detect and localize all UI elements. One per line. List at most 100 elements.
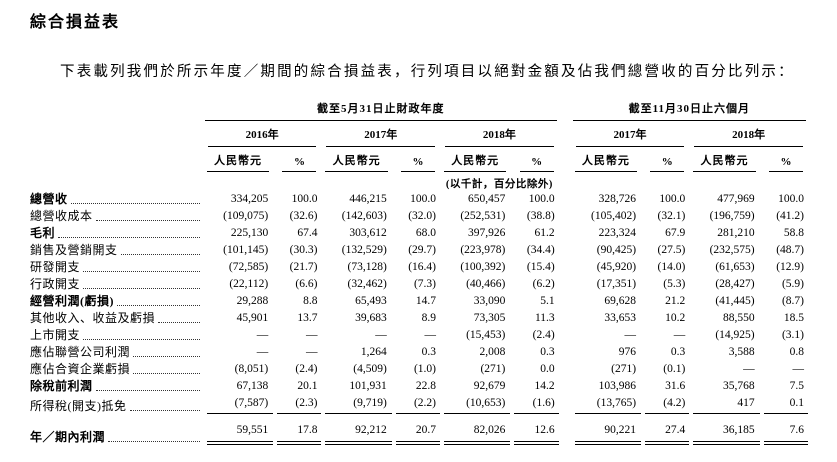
row-label: 應佔合資企業虧損 bbox=[30, 361, 203, 378]
percent-cell: (2.3) bbox=[273, 395, 322, 415]
percent-cell: (12.9) bbox=[776, 261, 804, 273]
year-header-2018-6m: 2018年 bbox=[689, 121, 808, 147]
group-spacer bbox=[559, 121, 571, 147]
percent-cell: 27.4 bbox=[641, 415, 690, 446]
amount-cell: (17,351) bbox=[596, 278, 637, 290]
group-spacer bbox=[559, 310, 571, 327]
amount-cell: (252,531) bbox=[460, 210, 506, 222]
amount-cell: 88,550 bbox=[723, 312, 755, 324]
percent-cell: 0.0 bbox=[540, 363, 555, 375]
amount-cell: 90,221 bbox=[571, 415, 642, 446]
percent-cell: — bbox=[424, 329, 437, 341]
group-spacer bbox=[559, 191, 571, 208]
percent-cell: (30.3) bbox=[289, 244, 318, 256]
percent-cell: 12.6 bbox=[510, 415, 559, 446]
amount-cell: 92,679 bbox=[473, 380, 506, 392]
percent-subheader: % bbox=[392, 147, 440, 172]
amount-cell: (271) bbox=[611, 363, 637, 375]
amount-cell: (271) bbox=[480, 363, 506, 375]
amount-cell: (22,112) bbox=[229, 278, 269, 290]
percent-cell: — bbox=[305, 329, 318, 341]
group-spacer bbox=[559, 242, 571, 259]
row-label-text: 所得稅(開支)抵免 bbox=[30, 399, 127, 413]
amount-cell: — bbox=[375, 329, 387, 341]
table-row: 行政開支 (22,112) (6.6) (32,462) (7.3) (40,466) (6… bbox=[30, 276, 808, 293]
amount-cell: (4,509) bbox=[353, 363, 387, 375]
amount-cell: (142,603) bbox=[341, 210, 387, 222]
amount-cell: 446,215 bbox=[349, 193, 387, 205]
percent-cell: 0.3 bbox=[540, 346, 555, 358]
amount-cell: — bbox=[256, 329, 269, 341]
percent-cell: 67.9 bbox=[665, 227, 686, 239]
table-row: 應佔合資企業虧損 (8,051) (2.4) (4,509) (1.0) (271) 0.0… bbox=[30, 361, 808, 378]
dot-leader bbox=[70, 203, 200, 204]
amount-cell: (7,587) bbox=[203, 395, 274, 415]
row-label: 毛利 bbox=[30, 225, 203, 242]
percent-cell: (32.0) bbox=[408, 210, 437, 222]
amount-cell: — bbox=[256, 346, 269, 358]
group-spacer bbox=[559, 293, 571, 310]
percent-cell: 0.3 bbox=[421, 346, 437, 358]
row-label-text: 毛利 bbox=[30, 226, 56, 240]
percent-cell: (21.7) bbox=[289, 261, 318, 273]
table-row: 經營利潤(虧損) 29,288 8.8 65,493 14.7 33,090 5.1 69,6… bbox=[30, 293, 808, 310]
year-header-2017-6m: 2017年 bbox=[571, 121, 690, 147]
amount-cell: (132,529) bbox=[341, 244, 387, 256]
dot-leader bbox=[95, 390, 200, 391]
group-spacer bbox=[559, 361, 571, 378]
percent-cell: — bbox=[673, 329, 686, 341]
percent-cell: 58.8 bbox=[783, 227, 804, 239]
amount-cell: 103,986 bbox=[598, 380, 637, 392]
group-spacer bbox=[559, 147, 571, 172]
amount-cell: (101,145) bbox=[223, 244, 269, 256]
row-label-text: 總營收成本 bbox=[30, 209, 93, 223]
dot-leader bbox=[108, 441, 200, 442]
amount-cell: 397,926 bbox=[467, 227, 506, 239]
amount-cell: (28,427) bbox=[715, 278, 755, 290]
row-label-text: 經營利潤(虧損) bbox=[30, 294, 114, 308]
amount-cell: 33,090 bbox=[473, 295, 506, 307]
empty-cell bbox=[30, 121, 203, 147]
currency-subheader: 人民幣元 bbox=[571, 147, 641, 172]
row-label: 銷售及營銷開支 bbox=[30, 242, 203, 259]
percent-cell: (3.1) bbox=[781, 329, 804, 341]
amount-cell: 92,212 bbox=[321, 415, 392, 446]
percent-cell: 8.8 bbox=[303, 295, 318, 307]
row-label-text: 總營收 bbox=[30, 192, 68, 206]
row-label: 總營收成本 bbox=[30, 208, 203, 225]
row-label-text: 上市開支 bbox=[30, 328, 81, 342]
row-label-text: 應佔聯營公司利潤 bbox=[30, 345, 131, 359]
group-spacer bbox=[559, 100, 571, 121]
percent-cell: (6.2) bbox=[532, 278, 555, 290]
percent-cell: 100.0 bbox=[778, 193, 804, 205]
intro-paragraph: 下表載列我們於所示年度／期間的綜合損益表，行列項目以絕對金額及佔我們總營收的百分… bbox=[60, 64, 795, 80]
percent-cell: 21.2 bbox=[665, 295, 686, 307]
fiscal-year-group-label: 截至5月31日止財政年度 bbox=[204, 100, 557, 121]
group-spacer bbox=[559, 208, 571, 225]
amount-cell: 650,457 bbox=[467, 193, 506, 205]
percent-cell: 11.3 bbox=[534, 312, 555, 324]
empty-cell bbox=[571, 172, 690, 191]
percent-cell: 14.2 bbox=[534, 380, 555, 392]
percent-cell: (34.4) bbox=[526, 244, 555, 256]
dot-leader bbox=[133, 356, 200, 357]
percent-cell: 0.8 bbox=[789, 346, 804, 358]
amount-cell: 33,653 bbox=[604, 312, 637, 324]
amount-cell: (14,925) bbox=[715, 329, 755, 341]
income-statement-table: 截至5月31日止財政年度 截至11月30日止六個月 2016年 2017年 20… bbox=[30, 100, 808, 446]
percent-cell: (0.1) bbox=[663, 363, 686, 375]
dot-leader bbox=[83, 288, 200, 289]
percent-subheader: % bbox=[641, 147, 689, 172]
amount-cell: — bbox=[624, 329, 637, 341]
dot-leader bbox=[95, 220, 200, 221]
amount-cell: 39,683 bbox=[355, 312, 387, 324]
percent-cell: (32.6) bbox=[289, 210, 318, 222]
percent-subheader: % bbox=[760, 147, 808, 172]
amount-cell: (196,759) bbox=[709, 210, 755, 222]
percent-cell: (1.0) bbox=[413, 363, 437, 375]
percent-cell: 13.7 bbox=[297, 312, 318, 324]
percent-cell: — bbox=[792, 363, 805, 375]
amount-cell: 35,768 bbox=[723, 380, 755, 392]
currency-subheader: 人民幣元 bbox=[321, 147, 391, 172]
amount-cell: 477,969 bbox=[717, 193, 755, 205]
